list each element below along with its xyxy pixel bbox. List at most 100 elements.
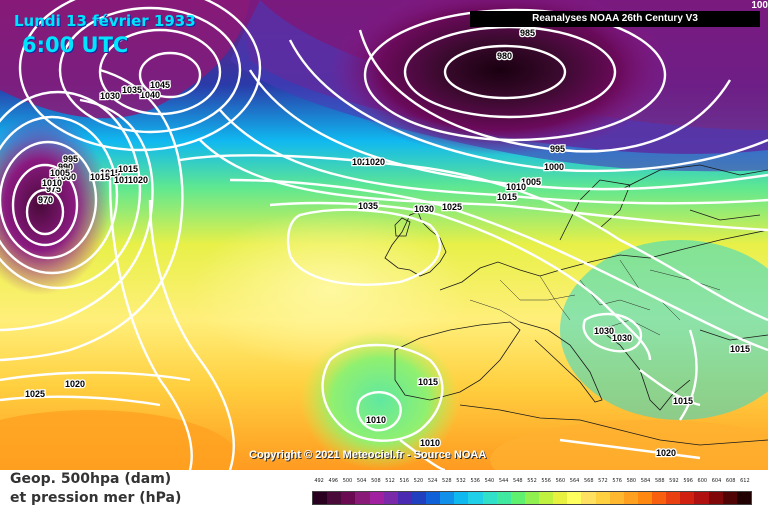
isobar-1045 — [138, 51, 202, 99]
isobar-label: 1025 — [442, 202, 462, 212]
legend-swatch — [369, 492, 384, 504]
legend-swatch — [623, 492, 638, 504]
legend-label: 520 — [413, 478, 424, 484]
legend-label: 504 — [356, 478, 367, 484]
corner-value: 100 — [751, 0, 768, 11]
isobar-label: 1000 — [56, 172, 76, 182]
isobar-1015-se — [639, 369, 701, 407]
legend-swatch — [553, 492, 568, 504]
isobar-label: 1030 — [414, 204, 434, 214]
legend-label: 584 — [640, 478, 651, 484]
legend-swatch — [468, 492, 483, 504]
isobar-1020-se — [559, 438, 701, 460]
legend-label: 508 — [371, 478, 381, 484]
map-time: 6:00 UTC — [22, 33, 129, 57]
legend-bar — [312, 491, 752, 505]
isobar-label: 1005 — [521, 177, 541, 187]
isobar-1020-w — [108, 179, 193, 470]
isobar-1000-s — [399, 439, 446, 470]
isobar-1030-nw — [18, 0, 262, 152]
isobars — [0, 0, 768, 470]
legend-swatch — [341, 492, 356, 504]
legend-label: 560 — [555, 478, 566, 484]
legend-label: 556 — [541, 478, 551, 484]
isobar-label: 1025 — [25, 389, 45, 399]
isobar-970 — [25, 188, 65, 236]
legend-label: 608 — [725, 478, 736, 484]
isobar-990 — [363, 8, 667, 142]
legend-label: 596 — [683, 478, 693, 484]
copyright-notice: Copyright © 2021 Meteociel.fr - Source N… — [249, 449, 487, 461]
weather-map: 980 985 995 1000 1005 1010 1015 1020 102… — [0, 0, 768, 470]
isobar-label: 1010 — [420, 438, 440, 448]
isobar-1030-e — [582, 312, 643, 353]
isobar-label: 1015 — [497, 192, 517, 202]
legend-label: 588 — [654, 478, 665, 484]
legend-swatch — [609, 492, 624, 504]
isobar-label: 1020 — [352, 157, 372, 167]
legend-swatch — [440, 492, 455, 504]
isobar-label: 980 — [497, 51, 512, 61]
isobar-label: 1035 — [358, 201, 378, 211]
southwest-orange-zone — [0, 410, 240, 470]
isobar-985-w — [0, 140, 98, 260]
isobar-1025-w — [148, 199, 235, 470]
legend-swatch — [666, 492, 681, 504]
isobar-label: 1020 — [365, 157, 385, 167]
legend-swatch — [524, 492, 539, 504]
legend-label: 512 — [385, 478, 395, 484]
isobar-label: 1030 — [612, 333, 632, 343]
legend-swatch — [736, 492, 751, 504]
isobar-1020-n — [179, 154, 768, 322]
legend-swatch — [397, 492, 412, 504]
isobar-label: 1020 — [128, 175, 148, 185]
isobar-label: 990 — [58, 162, 73, 172]
legend-label: 496 — [328, 478, 339, 484]
isobar-label: 985 — [520, 28, 535, 38]
isobar-label: 1045 — [150, 80, 170, 90]
isobar-label: 1010 — [366, 415, 386, 425]
legend-label: 552 — [527, 478, 537, 484]
legend-label: 500 — [342, 478, 353, 484]
isobar-label: 1015 — [418, 377, 438, 387]
legend-swatch — [496, 492, 511, 504]
isobar-980 — [443, 44, 567, 100]
legend-label: 492 — [314, 478, 324, 484]
color-legend: 492 496 500 504 508 512 516 520 524 528 532 536 540 5… — [312, 478, 752, 505]
legend-swatch — [680, 492, 695, 504]
legend-label: 612 — [740, 478, 750, 484]
legend-label: 536 — [470, 478, 480, 484]
isobar-label: 1015 — [90, 172, 110, 182]
isobar-label: 995 — [63, 154, 78, 164]
isobar-label: 995 — [550, 144, 565, 154]
isobar-1010-s — [356, 391, 402, 432]
isobar-1025-n — [229, 178, 768, 352]
isobar-label: 1015 — [673, 396, 693, 406]
legend-swatch — [722, 492, 737, 504]
legend-swatch — [637, 492, 652, 504]
isobar-1025-s — [0, 395, 161, 407]
eastern-green-zone — [560, 240, 768, 420]
legend-labels: 492 496 500 504 508 512 516 520 524 528 532 536 540 5… — [312, 478, 752, 488]
legend-swatch — [383, 492, 398, 504]
legend-swatch — [595, 492, 610, 504]
isobar-label: 970 — [38, 195, 53, 205]
legend-label: 572 — [598, 478, 608, 484]
isobar-label: 1000 — [544, 162, 564, 172]
isobar-label: 1020 — [656, 448, 676, 458]
legend-swatch — [355, 492, 370, 504]
isobar-1005 — [248, 69, 768, 191]
map-date: Lundi 13 février 1933 — [14, 12, 196, 30]
legend-label: 580 — [626, 478, 637, 484]
legend-label: 600 — [697, 478, 708, 484]
isobar-label: 1015 — [730, 344, 750, 354]
legend-swatch — [567, 492, 582, 504]
isobar-985 — [403, 25, 617, 119]
nw-purple-region — [0, 0, 250, 119]
isobar-label: 1010 — [114, 175, 134, 185]
legend-label: 576 — [612, 478, 622, 484]
footer-title-line2: et pression mer (hPa) — [10, 490, 182, 506]
legend-swatch — [510, 492, 525, 504]
legend-swatch — [454, 492, 469, 504]
legend-swatch — [652, 492, 667, 504]
